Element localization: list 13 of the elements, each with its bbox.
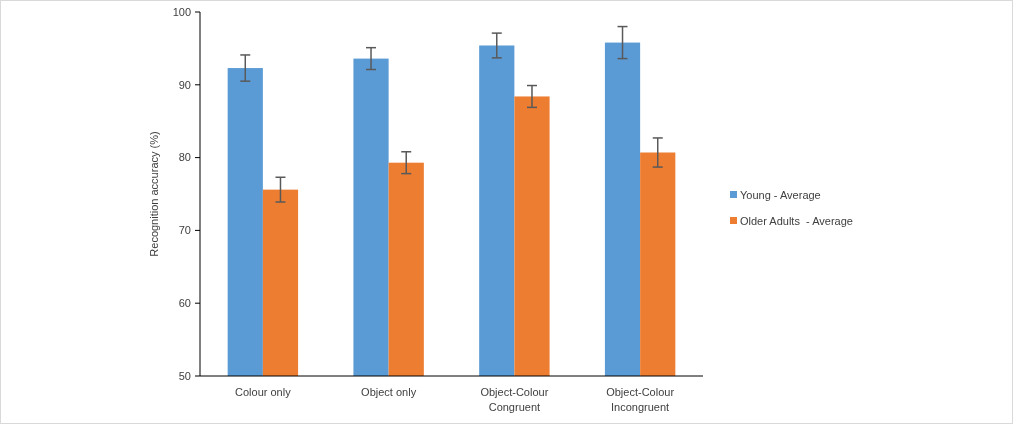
x-tick-label: Colour only — [235, 386, 292, 398]
y-tick-label: 70 — [178, 224, 191, 237]
y-tick-label: 90 — [178, 78, 191, 91]
y-tick-label: 80 — [178, 151, 191, 164]
x-tick-label: Object-Colour Congruent — [480, 386, 549, 413]
y-tick-label: 60 — [178, 297, 191, 310]
x-tick-label: Object-Colour Incongruent — [606, 386, 675, 413]
legend-label: Young - Average — [740, 188, 821, 201]
y-axis-title: Recognition accuracy (%) — [148, 131, 160, 257]
x-tick-label: Object only — [361, 386, 417, 398]
y-tick-label: 50 — [178, 369, 191, 382]
y-tick-label: 100 — [172, 5, 191, 18]
legend-label: Older Adults - Average — [740, 214, 853, 227]
